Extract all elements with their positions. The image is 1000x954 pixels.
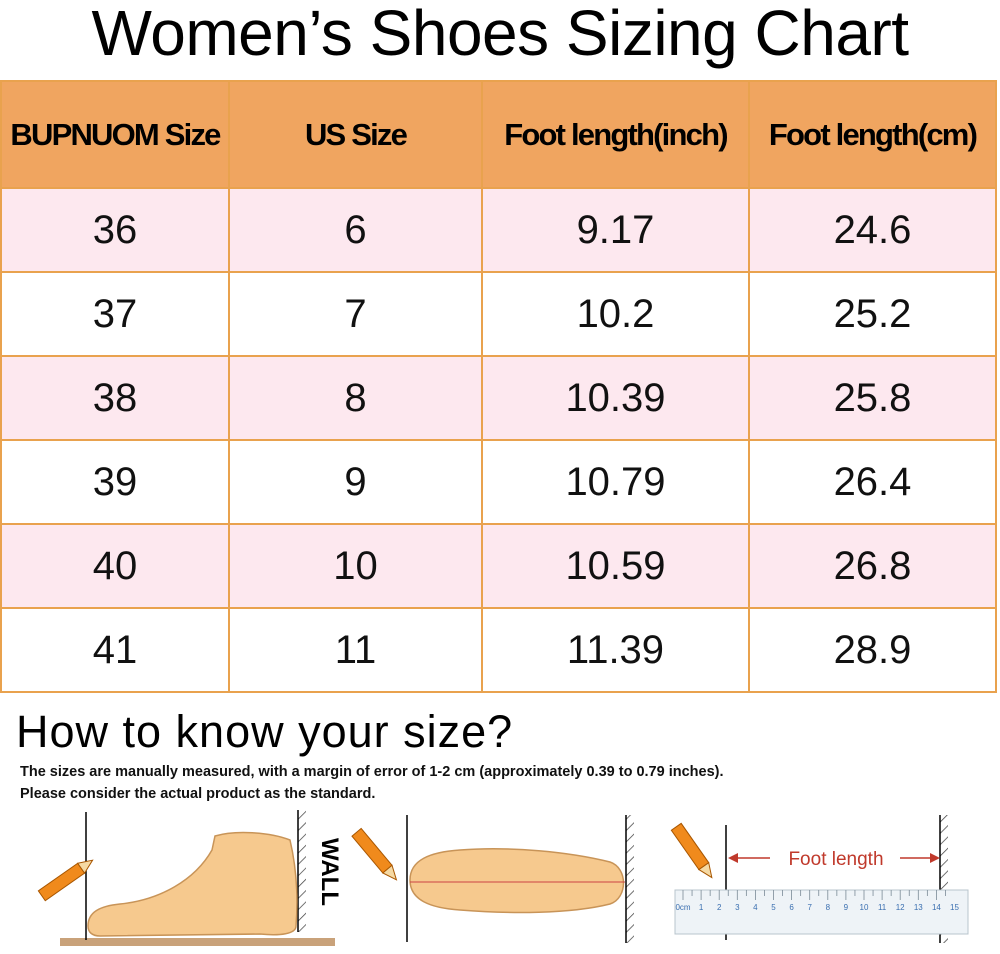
- table-cell: 7: [228, 271, 483, 357]
- header-row: BUPNUOM Size US Size Foot length(inch) Foot…: [0, 80, 997, 189]
- table-cell: 26.8: [748, 523, 997, 609]
- foot-top: [409, 848, 625, 914]
- table-cell: 38: [0, 355, 230, 441]
- title: Women’s Shoes Sizing Chart: [91, 0, 909, 69]
- table-row: 40 10 10.59 26.8: [0, 523, 997, 609]
- ruler-label: 4: [753, 903, 758, 912]
- foot-side: [87, 831, 298, 937]
- ruler: [674, 889, 969, 935]
- table-cell: 10.2: [481, 271, 750, 357]
- arrow-head: [728, 853, 738, 863]
- pencil: [670, 822, 713, 879]
- table-cell: 9.17: [481, 187, 750, 273]
- table-cell: 39: [0, 439, 230, 525]
- table-cell: 26.4: [748, 439, 997, 525]
- table-cell: 11: [228, 607, 483, 693]
- ruler-label: 11: [878, 903, 887, 912]
- column-header: Foot length(cm): [748, 80, 997, 189]
- ruler-label: 6: [789, 903, 794, 912]
- table-cell: 11.39: [481, 607, 750, 693]
- ruler-label: 8: [826, 903, 831, 912]
- table-cell: 6: [228, 187, 483, 273]
- ruler-label: 9: [844, 903, 849, 912]
- table-cell: 41: [0, 607, 230, 693]
- measure-label: Foot length: [788, 849, 883, 870]
- ruler-scale: 0cm 1 2 3 4 5 6 7 8 9 10 11 12 13 14 15: [675, 890, 959, 912]
- column-header: BUPNUOM Size: [0, 80, 230, 189]
- note: The sizes are manually measured, with a …: [20, 764, 724, 780]
- table-row: 41 11 11.39 28.9: [0, 607, 997, 693]
- guide-heading: How to know your size?: [16, 706, 514, 757]
- table-cell: 10.39: [481, 355, 750, 441]
- table-cell: 9: [228, 439, 483, 525]
- table-cell: 24.6: [748, 187, 997, 273]
- ruler-label: 0cm: [675, 903, 690, 912]
- ruler-label: 10: [860, 903, 869, 912]
- table-cell: 25.2: [748, 271, 997, 357]
- table-row: 36 6 9.17 24.6: [0, 187, 997, 273]
- table-cell: 28.9: [748, 607, 997, 693]
- table-body: 36 6 9.17 24.6 37 7 10.2 25.2 38 8 10.39 25.8 39 9 10.…: [0, 187, 997, 693]
- ruler-label: 5: [771, 903, 776, 912]
- column-header: Foot length(inch): [481, 80, 750, 189]
- table-cell: 36: [0, 187, 230, 273]
- arrow-head: [930, 853, 940, 863]
- table-cell: 37: [0, 271, 230, 357]
- ruler-label: 15: [950, 903, 959, 912]
- ruler-label: 12: [896, 903, 905, 912]
- size-table: BUPNUOM Size US Size Foot length(inch) Foot…: [0, 80, 997, 693]
- ruler-label: 14: [932, 903, 941, 912]
- table-cell: 40: [0, 523, 230, 609]
- wall: [626, 815, 634, 943]
- wall: [940, 815, 948, 943]
- table-cell: 10.79: [481, 439, 750, 525]
- illustration: Foot length 0cm 1 2 3 4 5 6 7 8 9 10 11 12 13 14 15 WAL…: [37, 810, 969, 946]
- pencil: [37, 859, 94, 902]
- wall-label: WALL: [316, 838, 343, 906]
- ruler-label: 7: [807, 903, 812, 912]
- floor: [60, 938, 335, 946]
- table-cell: 8: [228, 355, 483, 441]
- ruler-label: 2: [717, 903, 722, 912]
- table-row: 39 9 10.79 26.4: [0, 439, 997, 525]
- ruler-label: 3: [735, 903, 740, 912]
- column-header: US Size: [228, 80, 483, 189]
- wall: [298, 810, 306, 932]
- table-row: 38 8 10.39 25.8: [0, 355, 997, 441]
- pencil: [351, 827, 398, 881]
- table-cell: 25.8: [748, 355, 997, 441]
- note: Please consider the actual product as th…: [20, 786, 376, 802]
- table-cell: 10.59: [481, 523, 750, 609]
- table-row: 37 7 10.2 25.2: [0, 271, 997, 357]
- table-cell: 10: [228, 523, 483, 609]
- ruler-label: 13: [914, 903, 923, 912]
- ruler-label: 1: [699, 903, 704, 912]
